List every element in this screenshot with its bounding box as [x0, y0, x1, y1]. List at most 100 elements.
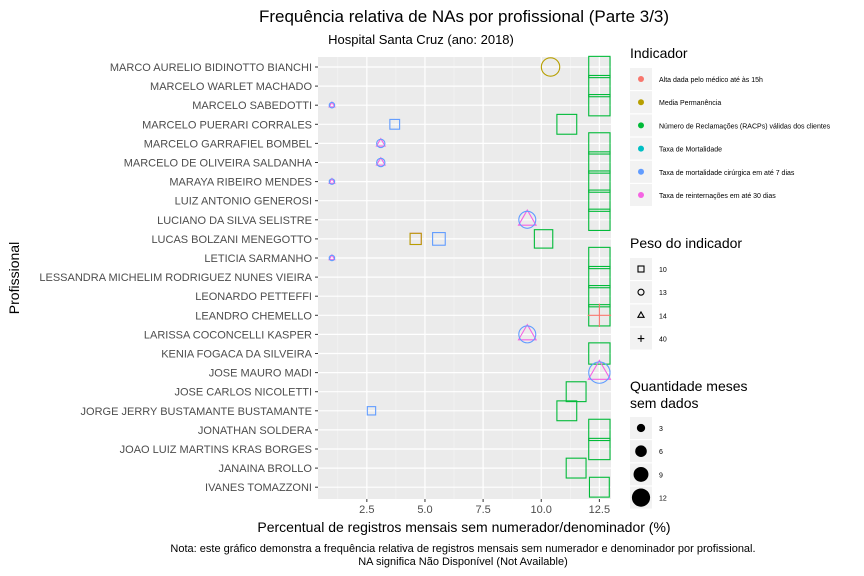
- data-point-square: [588, 246, 611, 270]
- y-tick-label: MARCELO GARRAFIEL BOMBEL: [144, 138, 312, 150]
- y-tick-label: LARISSA COCONCELLI KASPER: [144, 329, 312, 341]
- legend-quantity-label: 9: [659, 472, 663, 479]
- legend-weight-triangle: [636, 310, 646, 318]
- data-point-circle: [588, 361, 611, 384]
- y-tick-label: JOAO LUIZ MARTINS KRAS BORGES: [120, 444, 312, 456]
- data-point-circle: [518, 210, 537, 229]
- legend-indicator-label: Taxa de reinternações em até 30 dias: [659, 193, 776, 200]
- y-tick-label: JORGE JERRY BUSTAMANTE BUSTAMANTE: [81, 406, 312, 418]
- data-point-square: [588, 55, 611, 79]
- legend-indicator-label: Taxa de Mortalidade: [659, 147, 722, 154]
- data-point-square: [565, 457, 587, 479]
- legend-indicator-title: Indicador: [630, 45, 688, 61]
- data-point-square: [565, 381, 587, 403]
- y-tick-label: JOSE CARLOS NICOLETTI: [174, 387, 312, 399]
- y-tick-label: LUIZ ANTONIO GENEROSI: [175, 196, 312, 208]
- legend-indicator-label: Número de Reclamações (RACPs) válidas do…: [659, 123, 831, 130]
- data-point-triangle: [328, 253, 336, 261]
- y-tick-label: LUCAS BOLZANI MENEGOTTO: [151, 234, 312, 246]
- data-point-square: [588, 170, 611, 193]
- y-tick-label: JOSE MAURO MADI: [209, 368, 312, 380]
- legend-indicator-label: Taxa de mortalidade cirúrgica em até 7 d…: [659, 170, 795, 177]
- legend-quantity: Quantidade meses sem dados 3 6 9 12: [630, 378, 748, 509]
- legend-quantity-circle: [635, 445, 647, 458]
- legend-weight-label: 10: [659, 267, 667, 274]
- data-point-square: [588, 189, 611, 212]
- legend-weight-plus: [637, 335, 645, 342]
- x-tick-label: 5.0: [417, 504, 432, 516]
- y-axis-title: Profissional: [6, 242, 22, 314]
- legend-quantity-circle: [636, 423, 646, 433]
- y-tick-label: KENIA FOGACA DA SILVEIRA: [161, 349, 312, 361]
- data-point-triangle: [328, 100, 336, 108]
- legend-quantity-label: 6: [659, 449, 663, 456]
- y-tick-label: JANAINA BROLLO: [218, 463, 312, 475]
- legend-quantity-circle: [633, 466, 649, 482]
- data-point-circle: [328, 101, 336, 109]
- legend-weight-square: [637, 265, 645, 273]
- x-axis-title: Percentual de registros mensais sem nume…: [257, 519, 670, 535]
- legend-key-dot: [638, 99, 644, 106]
- y-tick-label: LETICIA SARMANHO: [204, 253, 312, 265]
- x-axis: 2.5 5.0 7.5 10.0 12.5: [359, 499, 610, 516]
- y-tick-label: LEONARDO PETTEFFI: [195, 291, 312, 303]
- data-point-triangle: [328, 177, 336, 184]
- legend-quantity-circle: [631, 488, 651, 507]
- data-point-triangle: [375, 156, 387, 166]
- x-tick-label: 10.0: [531, 504, 552, 516]
- data-point-circle: [540, 57, 561, 77]
- data-point-triangle: [587, 359, 612, 380]
- legend-key-bg: [630, 258, 652, 280]
- legend-weight-title: Peso do indicador: [630, 235, 742, 251]
- data-point-circle: [518, 325, 537, 344]
- data-point-circle: [376, 138, 386, 149]
- chart-title: Frequência relativa de NAs por profissio…: [259, 7, 669, 26]
- data-point-square: [588, 151, 611, 174]
- legend-quantity-title-line1: Quantidade meses: [630, 378, 748, 394]
- y-tick-label: MARCELO PUERARI CORRALES: [142, 119, 312, 131]
- grid: [318, 57, 611, 499]
- legend-key-dot: [638, 168, 644, 175]
- legend-key-bg: [630, 304, 652, 327]
- y-tick-label: MARCO AURELIO BIDINOTTO BIANCHI: [110, 62, 312, 74]
- data-point-plus: [587, 303, 612, 328]
- data-point-square: [556, 113, 578, 135]
- legend-indicator-label: Media Permanência: [659, 100, 721, 107]
- legend-quantity-title-line2: sem dados: [630, 395, 698, 411]
- data-point-square: [588, 132, 611, 155]
- legend-key-dot: [638, 122, 644, 129]
- legend-indicator: Indicador Alta dada pelo médico até às 1…: [630, 45, 831, 206]
- y-tick-label: LEANDRO CHEMELLO: [195, 310, 312, 322]
- legend-key-dot: [638, 76, 644, 82]
- data-point-square: [588, 476, 610, 498]
- legend-quantity-label: 12: [659, 496, 667, 503]
- data-points: [328, 55, 612, 498]
- data-point-square: [409, 232, 422, 246]
- plot-panel: [318, 57, 611, 499]
- x-tick-label: 7.5: [475, 504, 490, 516]
- data-point-square: [432, 232, 446, 246]
- y-tick-label: MARCELO DE OLIVEIRA SALDANHA: [124, 158, 313, 170]
- y-tick-label: IVANES TOMAZZONI: [205, 482, 312, 494]
- y-tick-label: MARCELO WARLET MACHADO: [150, 81, 312, 93]
- legend-key-dot: [638, 145, 644, 152]
- legend-weight-circle: [637, 288, 645, 296]
- legend-weight-label: 13: [659, 290, 667, 297]
- data-point-square: [389, 118, 401, 130]
- data-point-triangle: [517, 323, 538, 341]
- legend-quantity-label: 3: [659, 426, 663, 433]
- data-point-square: [366, 406, 377, 416]
- data-point-square: [588, 342, 611, 365]
- legend-weight-label: 14: [659, 313, 667, 320]
- y-axis-labels: MARCO AURELIO BIDINOTTO BIANCHI MARCELO W…: [39, 62, 318, 494]
- x-tick-label: 2.5: [359, 504, 374, 516]
- data-point-square: [533, 229, 554, 249]
- y-tick-label: MARAYA RIBEIRO MENDES: [169, 177, 312, 189]
- y-tick-label: LESSANDRA MICHELIM RODRIGUEZ NUNES VIEIR…: [39, 272, 312, 284]
- legend-key-bg: [630, 281, 652, 304]
- data-point-circle: [328, 178, 336, 185]
- data-point-square: [588, 74, 611, 98]
- legend-weight: Peso do indicador 10 13 14 40: [630, 235, 742, 350]
- data-point-circle: [328, 254, 336, 262]
